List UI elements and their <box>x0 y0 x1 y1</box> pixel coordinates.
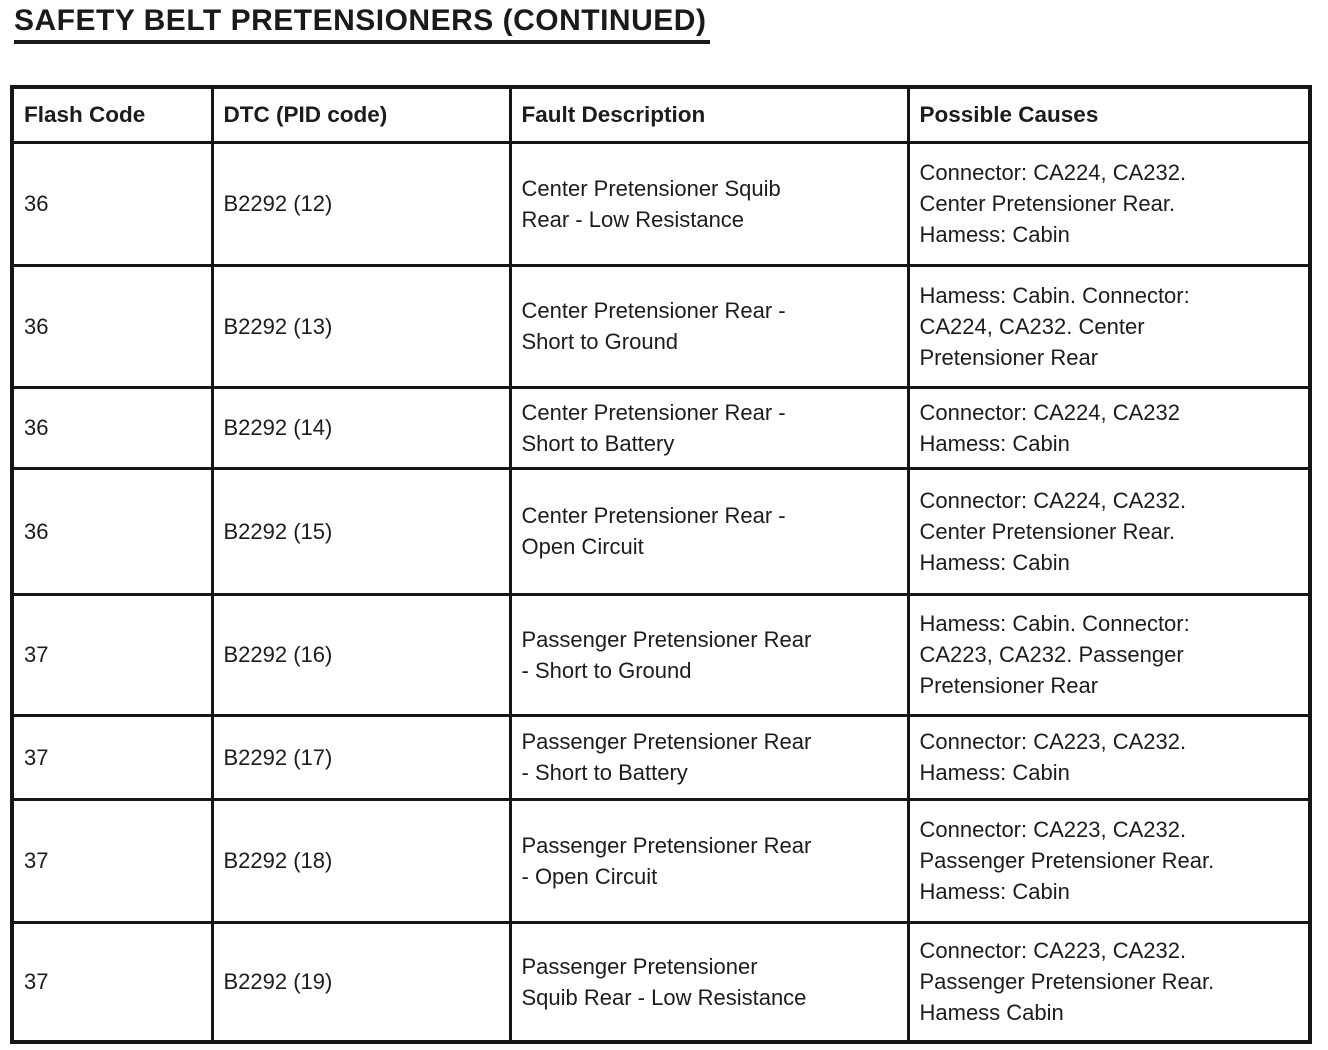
column-header-dtc: DTC (PID code) <box>210 85 512 144</box>
table-row: 37 B2292 (18) Passenger Pretensioner Rea… <box>10 797 1312 924</box>
table-row: 37 B2292 (19) Passenger Pretensioner Squ… <box>10 920 1312 1044</box>
fault-description-cell: Center Pretensioner Squib Rear - Low Res… <box>508 140 910 267</box>
table-row: 36 B2292 (14) Center Pretensioner Rear -… <box>10 385 1312 470</box>
table-row: 36 B2292 (15) Center Pretensioner Rear -… <box>10 466 1312 596</box>
flash-code-cell: 36 <box>10 466 214 596</box>
fault-description-cell: Center Pretensioner Rear - Short to Grou… <box>508 263 910 389</box>
table-row: 36 B2292 (12) Center Pretensioner Squib … <box>10 140 1312 267</box>
flash-code-cell: 37 <box>10 797 214 924</box>
dtc-cell: B2292 (18) <box>210 797 512 924</box>
fault-description-cell: Center Pretensioner Rear - Short to Batt… <box>508 385 910 470</box>
flash-code-cell: 37 <box>10 920 214 1044</box>
table-row: 37 B2292 (17) Passenger Pretensioner Rea… <box>10 713 1312 801</box>
flash-code-cell: 36 <box>10 140 214 267</box>
dtc-cell: B2292 (16) <box>210 592 512 717</box>
flash-code-cell: 36 <box>10 263 214 389</box>
column-header-flash-code: Flash Code <box>10 85 214 144</box>
dtc-cell: B2292 (17) <box>210 713 512 801</box>
possible-causes-cell: Connector: CA223, CA232. Passenger Prete… <box>906 920 1312 1044</box>
flash-code-cell: 36 <box>10 385 214 470</box>
page-title: SAFETY BELT PRETENSIONERS (CONTINUED) <box>14 4 711 44</box>
table-header-row: Flash Code DTC (PID code) Fault Descript… <box>10 85 1312 144</box>
fault-description-cell: Passenger Pretensioner Squib Rear - Low … <box>508 920 910 1044</box>
possible-causes-cell: Hamess: Cabin. Connector: CA223, CA232. … <box>906 592 1312 717</box>
dtc-cell: B2292 (13) <box>210 263 512 389</box>
fault-description-cell: Passenger Pretensioner Rear - Short to B… <box>508 713 910 801</box>
dtc-cell: B2292 (19) <box>210 920 512 1044</box>
possible-causes-cell: Connector: CA224, CA232. Center Pretensi… <box>906 466 1312 596</box>
table-row: 37 B2292 (16) Passenger Pretensioner Rea… <box>10 592 1312 717</box>
column-header-fault-description: Fault Description <box>508 85 910 144</box>
fault-description-cell: Passenger Pretensioner Rear - Open Circu… <box>508 797 910 924</box>
table-row: 36 B2292 (13) Center Pretensioner Rear -… <box>10 263 1312 389</box>
column-header-possible-causes: Possible Causes <box>906 85 1312 144</box>
dtc-cell: B2292 (14) <box>210 385 512 470</box>
fault-description-cell: Center Pretensioner Rear - Open Circuit <box>508 466 910 596</box>
flash-code-cell: 37 <box>10 592 214 717</box>
flash-code-cell: 37 <box>10 713 214 801</box>
possible-causes-cell: Hamess: Cabin. Connector: CA224, CA232. … <box>906 263 1312 389</box>
dtc-table: Flash Code DTC (PID code) Fault Descript… <box>10 85 1312 1044</box>
possible-causes-cell: Connector: CA223, CA232. Hamess: Cabin <box>906 713 1312 801</box>
possible-causes-cell: Connector: CA224, CA232. Center Pretensi… <box>906 140 1312 267</box>
possible-causes-cell: Connector: CA224, CA232 Hamess: Cabin <box>906 385 1312 470</box>
fault-description-cell: Passenger Pretensioner Rear - Short to G… <box>508 592 910 717</box>
possible-causes-cell: Connector: CA223, CA232. Passenger Prete… <box>906 797 1312 924</box>
dtc-cell: B2292 (12) <box>210 140 512 267</box>
dtc-cell: B2292 (15) <box>210 466 512 596</box>
